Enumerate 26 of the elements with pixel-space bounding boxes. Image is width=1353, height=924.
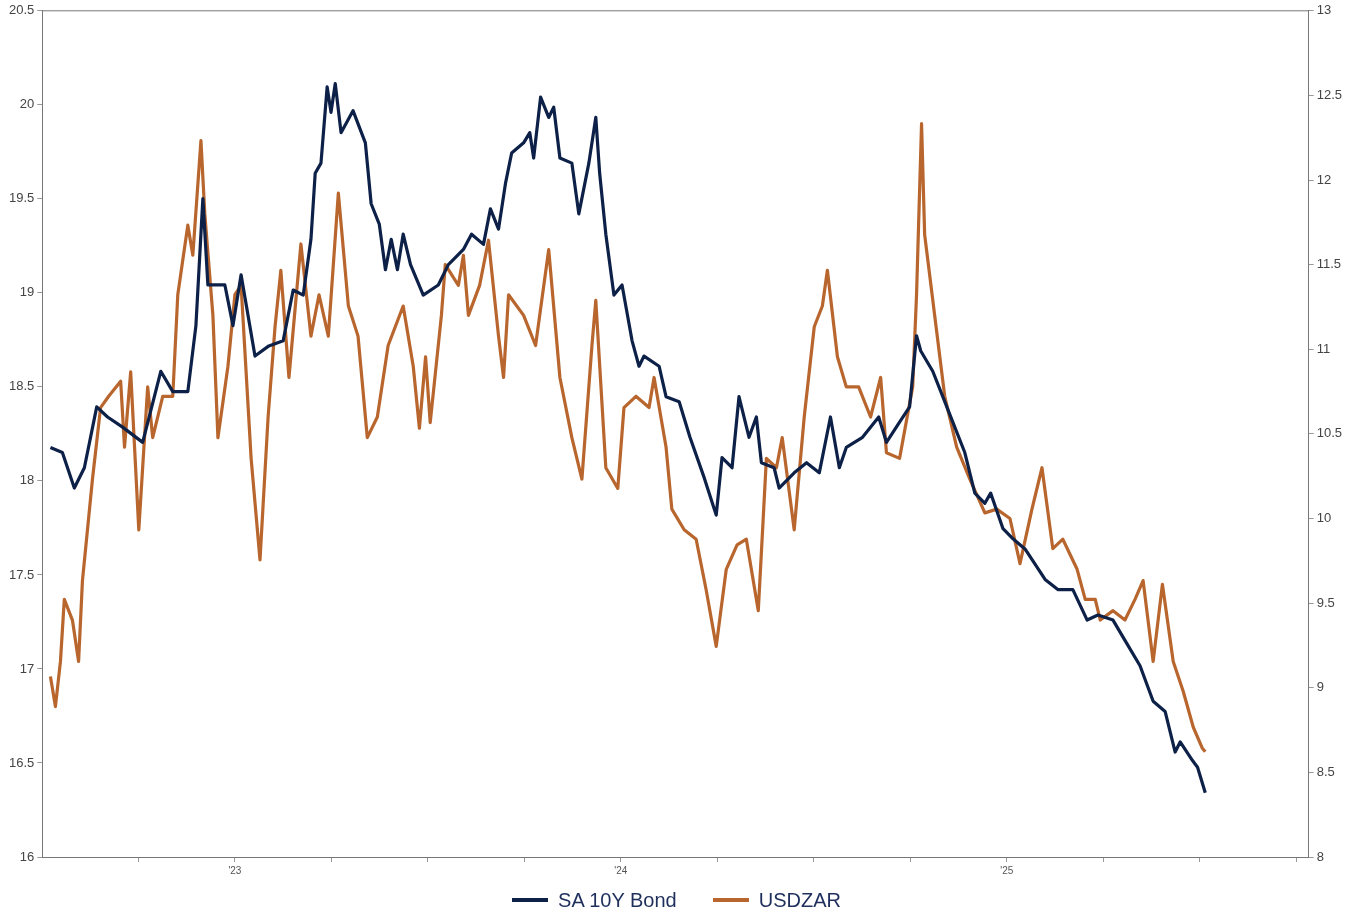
- y-tick-label: 18.5: [8, 378, 35, 394]
- y2-tick-label: 12.5: [1316, 87, 1343, 102]
- y-tick-label: 19.5: [8, 190, 35, 206]
- legend-label: USDZAR: [758, 888, 841, 912]
- y2-tick-label: 11.5: [1316, 256, 1342, 272]
- y-tick-label: 16: [19, 848, 35, 864]
- y2-tick-label: 9.5: [1316, 594, 1335, 610]
- y2-tick-label: 10.5: [1316, 425, 1343, 441]
- y2-tick-label: 11: [1316, 340, 1331, 356]
- x-tick-label: '24: [614, 864, 628, 876]
- y-tick-label: 16.5: [8, 754, 35, 770]
- y-tick-label: 19: [19, 284, 35, 300]
- y-tick-label: 20: [19, 96, 35, 112]
- legend-label: SA 10Y Bond: [558, 888, 677, 912]
- y-tick-label: 18: [19, 472, 35, 488]
- y2-tick-label: 8.5: [1316, 763, 1335, 779]
- y2-tick-label: 13: [1316, 2, 1332, 18]
- x-tick-label: '25: [1000, 864, 1014, 876]
- y-tick-label: 20.5: [8, 2, 35, 18]
- x-tick-label: '23: [228, 864, 242, 876]
- y-tick-label: 17.5: [8, 566, 35, 582]
- y2-tick-label: 9: [1316, 679, 1324, 695]
- y2-tick-label: 10: [1316, 510, 1332, 526]
- y2-tick-label: 12: [1316, 171, 1332, 187]
- y2-tick-label: 8: [1316, 848, 1324, 864]
- y-tick-label: 17: [19, 660, 35, 676]
